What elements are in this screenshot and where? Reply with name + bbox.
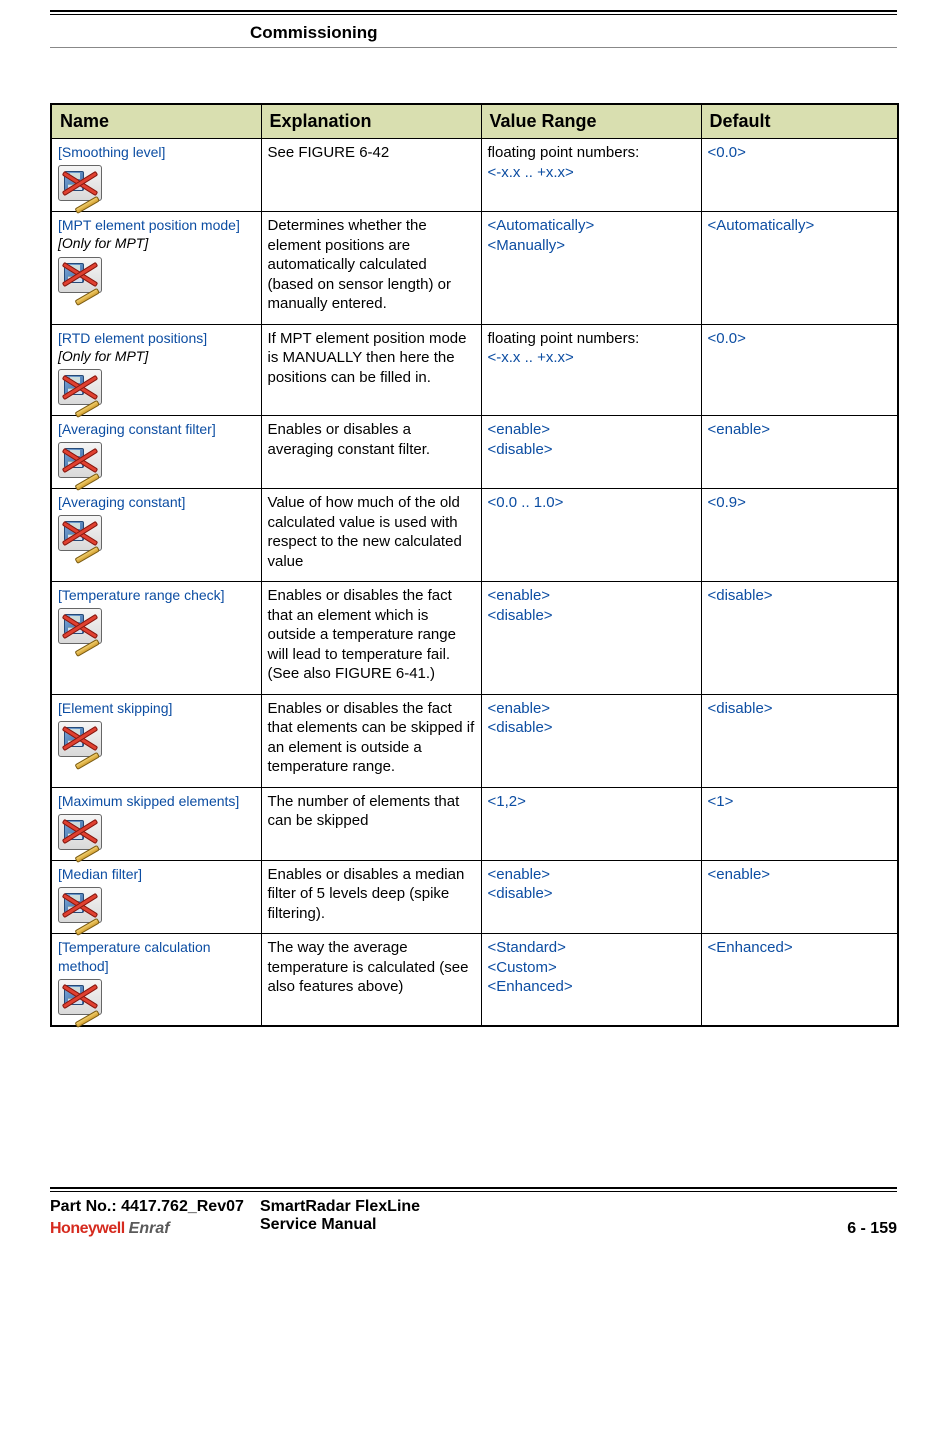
footer-doc-title-2: Service Manual — [260, 1216, 420, 1234]
param-value-range: <1,2> — [481, 787, 701, 860]
param-explanation: Enables or disables a averaging constant… — [261, 416, 481, 489]
col-value-range: Value Range — [481, 104, 701, 139]
param-name: [Element skipping] — [58, 699, 255, 717]
table-row: [Maximum skipped elements] The number of … — [51, 787, 898, 860]
disabled-save-icon — [58, 721, 102, 757]
param-explanation: The way the average temperature is calcu… — [261, 934, 481, 1026]
param-name: [Temperature range check] — [58, 586, 255, 604]
param-name: [Maximum skipped elements] — [58, 792, 255, 810]
page-footer: Part No.: 4417.762_Rev07 Honeywell Enraf… — [50, 1187, 897, 1238]
col-name: Name — [51, 104, 261, 139]
param-explanation: Enables or disables the fact that an ele… — [261, 582, 481, 695]
param-explanation: See FIGURE 6-42 — [261, 139, 481, 212]
table-row: [Temperature range check] Enables or disa… — [51, 582, 898, 695]
section-title: Commissioning — [250, 23, 947, 43]
param-value-range: floating point numbers:<-x.x .. +x.x> — [481, 324, 701, 415]
param-default: <disable> — [701, 582, 898, 695]
param-default: <enable> — [701, 860, 898, 934]
param-explanation: Determines whether the element positions… — [261, 212, 481, 325]
param-default: <enable> — [701, 416, 898, 489]
param-default: <0.0> — [701, 324, 898, 415]
param-subnote: [Only for MPT] — [58, 234, 255, 252]
param-default: <disable> — [701, 694, 898, 787]
disabled-save-icon — [58, 369, 102, 405]
param-name: [RTD element positions] — [58, 329, 255, 347]
param-name: [Temperature calculation method] — [58, 938, 255, 974]
param-explanation: The number of elements that can be skipp… — [261, 787, 481, 860]
param-explanation: Enables or disables the fact that elemen… — [261, 694, 481, 787]
logo-enraf: Enraf — [129, 1220, 170, 1238]
table-row: [Element skipping] Enables or disables th… — [51, 694, 898, 787]
table-row: [Median filter] Enables or disables a med… — [51, 860, 898, 934]
table-body: [Smoothing level]See FIGURE 6-42floating… — [51, 139, 898, 1026]
table-row: [Averaging constant] Value of how much of… — [51, 489, 898, 582]
param-default: <0.9> — [701, 489, 898, 582]
param-value-range: <enable><disable> — [481, 694, 701, 787]
disabled-save-icon — [58, 442, 102, 478]
disabled-save-icon — [58, 165, 102, 201]
disabled-save-icon — [58, 608, 102, 644]
brand-logo: Honeywell Enraf — [50, 1220, 170, 1238]
top-rule-thick — [50, 10, 897, 12]
param-name: [Median filter] — [58, 865, 255, 883]
table-row: [Temperature calculation method]The way … — [51, 934, 898, 1026]
param-explanation: Enables or disables a median filter of 5… — [261, 860, 481, 934]
under-rule — [50, 47, 897, 48]
param-name: [MPT element position mode] — [58, 216, 255, 234]
logo-honeywell: Honeywell — [50, 1220, 125, 1238]
param-subnote: [Only for MPT] — [58, 347, 255, 365]
param-default: <Automatically> — [701, 212, 898, 325]
param-value-range: <Automatically><Manually> — [481, 212, 701, 325]
param-value-range: <Standard><Custom><Enhanced> — [481, 934, 701, 1026]
table-row: [Averaging constant filter] Enables or di… — [51, 416, 898, 489]
param-value-range: <0.0 .. 1.0> — [481, 489, 701, 582]
table-row: [MPT element position mode][Only for MPT… — [51, 212, 898, 325]
disabled-save-icon — [58, 887, 102, 923]
table-header-row: Name Explanation Value Range Default — [51, 104, 898, 139]
col-default: Default — [701, 104, 898, 139]
disabled-save-icon — [58, 257, 102, 293]
param-value-range: <enable><disable> — [481, 582, 701, 695]
table-row: [RTD element positions][Only for MPT] If … — [51, 324, 898, 415]
disabled-save-icon — [58, 814, 102, 850]
param-default: <1> — [701, 787, 898, 860]
parameter-table: Name Explanation Value Range Default [Sm… — [50, 103, 899, 1027]
footer-part-no: Part No.: 4417.762_Rev07 — [50, 1198, 260, 1216]
footer-doc-title-1: SmartRadar FlexLine — [260, 1198, 420, 1216]
param-name: [Smoothing level] — [58, 143, 255, 161]
param-default: <Enhanced> — [701, 934, 898, 1026]
top-rule-thin — [50, 14, 897, 15]
disabled-save-icon — [58, 979, 102, 1015]
param-value-range: floating point numbers:<-x.x .. +x.x> — [481, 139, 701, 212]
col-explanation: Explanation — [261, 104, 481, 139]
param-explanation: If MPT element position mode is MANUALLY… — [261, 324, 481, 415]
footer-page-no: 6 - 159 — [847, 1220, 897, 1238]
param-name: [Averaging constant filter] — [58, 420, 255, 438]
param-default: <0.0> — [701, 139, 898, 212]
param-name: [Averaging constant] — [58, 493, 255, 511]
table-row: [Smoothing level] See FIGURE 6-42floating… — [51, 139, 898, 212]
param-value-range: <enable><disable> — [481, 416, 701, 489]
param-explanation: Value of how much of the old calculated … — [261, 489, 481, 582]
disabled-save-icon — [58, 515, 102, 551]
param-value-range: <enable><disable> — [481, 860, 701, 934]
